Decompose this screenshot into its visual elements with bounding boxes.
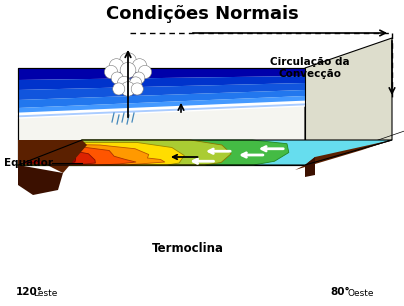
- Circle shape: [113, 83, 125, 95]
- Polygon shape: [18, 96, 305, 114]
- Polygon shape: [18, 90, 305, 108]
- Polygon shape: [21, 147, 136, 165]
- Polygon shape: [18, 68, 305, 165]
- Polygon shape: [18, 68, 305, 80]
- Polygon shape: [295, 140, 392, 170]
- Circle shape: [130, 77, 142, 89]
- Text: 120°: 120°: [16, 287, 43, 297]
- Text: Condições Normais: Condições Normais: [105, 5, 299, 23]
- Circle shape: [120, 62, 136, 78]
- Circle shape: [104, 65, 118, 79]
- Circle shape: [121, 82, 135, 96]
- Polygon shape: [24, 154, 76, 164]
- Polygon shape: [18, 140, 87, 173]
- Polygon shape: [18, 76, 305, 90]
- Text: Circulação da
Convecção: Circulação da Convecção: [270, 57, 350, 79]
- Polygon shape: [22, 150, 95, 165]
- Circle shape: [109, 59, 124, 73]
- Circle shape: [120, 53, 137, 69]
- Circle shape: [133, 72, 145, 84]
- Circle shape: [138, 65, 152, 79]
- Text: Oeste: Oeste: [347, 289, 374, 298]
- Circle shape: [132, 59, 147, 73]
- Circle shape: [111, 72, 123, 84]
- Circle shape: [131, 83, 143, 95]
- Text: Termoclina: Termoclina: [152, 241, 224, 255]
- Polygon shape: [18, 140, 392, 165]
- Polygon shape: [18, 143, 184, 165]
- Text: 80°: 80°: [330, 287, 349, 297]
- Polygon shape: [18, 102, 305, 118]
- Text: Equador: Equador: [4, 158, 53, 168]
- Polygon shape: [18, 140, 289, 165]
- Polygon shape: [18, 165, 63, 195]
- Polygon shape: [18, 140, 392, 165]
- Polygon shape: [21, 144, 165, 165]
- Polygon shape: [18, 83, 305, 100]
- Polygon shape: [305, 157, 315, 177]
- Polygon shape: [18, 140, 231, 165]
- Text: Leste: Leste: [33, 289, 57, 298]
- Polygon shape: [305, 38, 392, 165]
- Circle shape: [118, 76, 131, 90]
